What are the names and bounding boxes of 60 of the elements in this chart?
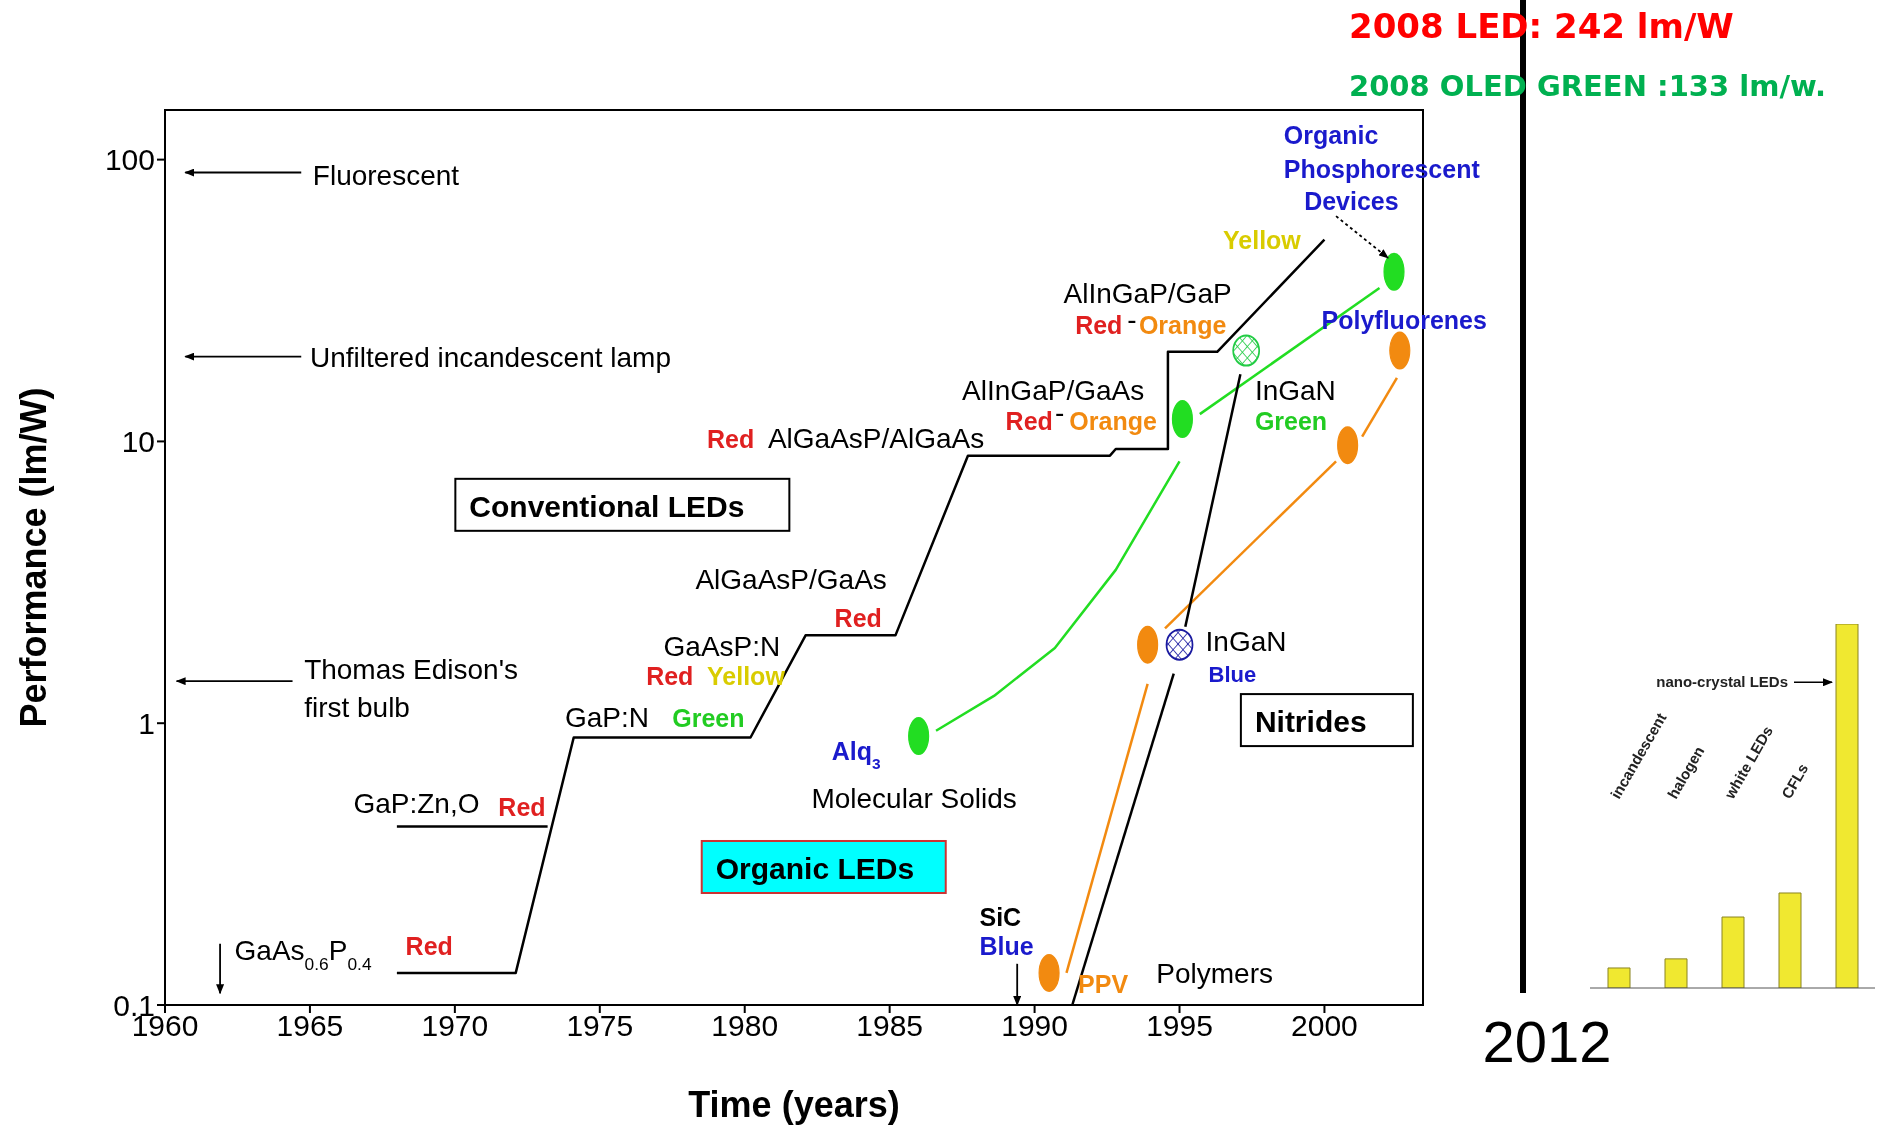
annotation: Fluorescent bbox=[312, 160, 460, 192]
annotation: Molecular Solids bbox=[811, 783, 1017, 815]
x-tick-label: 1985 bbox=[856, 1009, 924, 1043]
x-tick-label: 1965 bbox=[276, 1009, 344, 1043]
line-series bbox=[934, 460, 1181, 733]
annotation: InGaN bbox=[1205, 626, 1287, 658]
annotation: nano-crystal LEDs bbox=[1656, 673, 1788, 691]
x-axis-title: Time (years) bbox=[688, 1084, 900, 1125]
bar bbox=[1721, 916, 1745, 988]
x-tick-label: 1995 bbox=[1146, 1009, 1213, 1043]
annotation: GaP:N bbox=[565, 701, 650, 733]
point bbox=[1165, 628, 1194, 661]
annotation: AlGaAsP/GaAs bbox=[695, 563, 887, 595]
annotation: Yellow bbox=[707, 661, 786, 690]
annotation: first bulb bbox=[304, 692, 410, 724]
annotation: InGaN bbox=[1254, 375, 1336, 407]
annotation: Conventional LEDs bbox=[469, 489, 745, 523]
annotation: Green bbox=[1254, 406, 1328, 435]
annotation: Nitrides bbox=[1254, 705, 1367, 739]
x-tick-label: 1980 bbox=[711, 1009, 779, 1043]
point bbox=[1232, 334, 1261, 367]
annotation: Green bbox=[672, 703, 745, 732]
annotation: Red bbox=[1075, 311, 1123, 340]
bar bbox=[1664, 958, 1688, 988]
annotation: Blue bbox=[979, 932, 1034, 961]
annotation: Devices bbox=[1304, 187, 1399, 216]
x-tick-label: 1990 bbox=[1001, 1009, 1068, 1043]
annotation: Yellow bbox=[1223, 226, 1302, 255]
annotation: Unfiltered incandescent lamp bbox=[309, 341, 672, 373]
annotation: AlGaAsP/AlGaAs bbox=[767, 422, 985, 454]
annotation: Alq$_{3}$ bbox=[831, 737, 881, 772]
y-tick-label: 10 bbox=[121, 425, 155, 459]
annotation: Red bbox=[834, 603, 882, 632]
annotation: GaP:Zn,O bbox=[353, 788, 480, 820]
y-axis-title: Performance (lm/W) bbox=[13, 387, 54, 728]
annotation: Red bbox=[646, 661, 694, 690]
y-tick-label: 100 bbox=[104, 143, 155, 177]
annotation: SiC bbox=[979, 903, 1022, 932]
annotation: Blue bbox=[1208, 662, 1257, 688]
annotation: Red bbox=[707, 424, 755, 453]
annotation: GaAsP:N bbox=[663, 631, 781, 663]
annotation: Organic LEDs bbox=[715, 851, 915, 885]
y-tick-label: 1 bbox=[138, 706, 155, 740]
text: 2012 bbox=[1482, 1009, 1612, 1074]
annotation: Red bbox=[1005, 406, 1053, 435]
annotation: Red bbox=[405, 932, 453, 961]
bar bbox=[1778, 892, 1802, 988]
annotation: GaAs$_{0.6}$P$_{0.4}$ bbox=[234, 934, 372, 974]
annotation: Polymers bbox=[1156, 957, 1274, 989]
bar bbox=[1835, 624, 1859, 988]
bar bbox=[1607, 967, 1631, 988]
annotation: Orange bbox=[1138, 311, 1227, 340]
x-tick-label: 1970 bbox=[421, 1009, 489, 1043]
annotation: Orange bbox=[1069, 406, 1157, 435]
annotation: Thomas Edison's bbox=[304, 653, 519, 685]
x-tick-label: 1975 bbox=[566, 1009, 634, 1043]
x-tick-label: 2000 bbox=[1291, 1009, 1358, 1043]
annotation: PPV bbox=[1078, 970, 1129, 999]
annotation: Red bbox=[498, 792, 546, 821]
annotation: Organic bbox=[1283, 120, 1379, 149]
